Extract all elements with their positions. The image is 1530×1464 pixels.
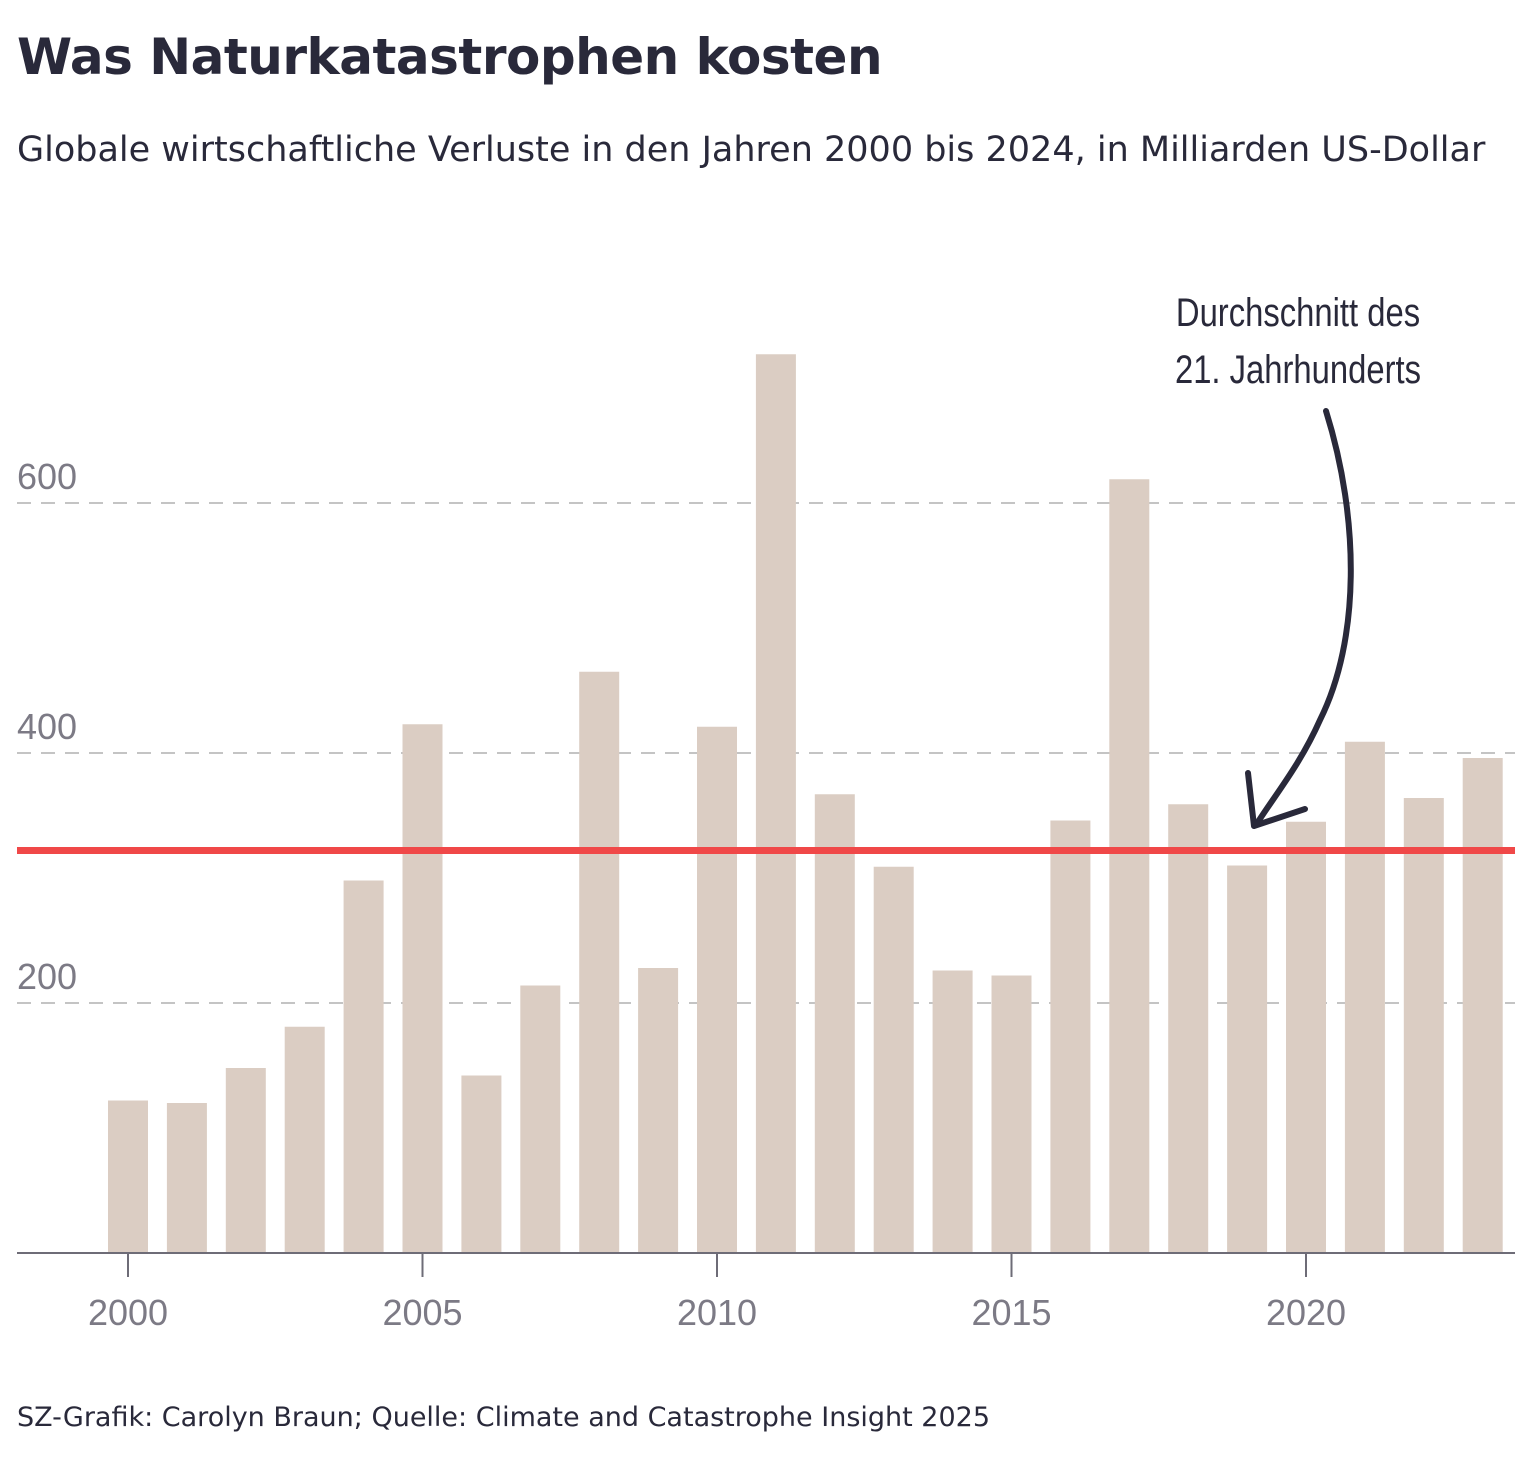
bar-2018 [1168, 804, 1209, 1253]
x-tick-label-2005: 2005 [382, 1292, 462, 1333]
y-tick-label-200: 200 [17, 956, 77, 997]
bar-2022 [1403, 798, 1444, 1253]
annotation-line-1: Durchschnitt des [1176, 290, 1420, 335]
x-tick-label-2010: 2010 [677, 1292, 757, 1333]
bar-2005 [402, 724, 443, 1253]
bar-2008 [579, 671, 620, 1253]
bar-2007 [520, 985, 561, 1253]
bar-2009 [638, 968, 679, 1253]
annotation-arrow [1253, 408, 1354, 828]
bar-2003 [284, 1026, 325, 1253]
bar-2020 [1286, 821, 1326, 1253]
annotation-arrowhead [1245, 770, 1308, 829]
bar-2014 [932, 970, 973, 1253]
x-tick-label-2015: 2015 [971, 1292, 1051, 1333]
bar-2019 [1227, 865, 1268, 1253]
bar-2006 [461, 1075, 502, 1253]
bar-2011 [755, 354, 796, 1253]
annotation-line-2: 21. Jahrhunderts [1175, 347, 1421, 392]
bar-2016 [1050, 820, 1091, 1253]
bar-2001 [166, 1103, 207, 1253]
bar-2013 [873, 866, 914, 1253]
bar-2021 [1344, 741, 1385, 1253]
bar-2004 [343, 880, 384, 1253]
bar-2023 [1462, 758, 1503, 1253]
y-tick-label-400: 400 [17, 706, 77, 747]
bar-2015 [991, 975, 1032, 1253]
bar-2000 [108, 1100, 148, 1253]
y-tick-label-600: 600 [17, 456, 77, 497]
chart-subtitle: Globale wirtschaftliche Verluste in den … [17, 130, 1486, 170]
chart-title: Was Naturkatastrophen kosten [17, 28, 883, 86]
x-tick-label-2020: 2020 [1266, 1292, 1346, 1333]
x-tick-label-2000: 2000 [88, 1292, 168, 1333]
bar-2010 [697, 726, 737, 1253]
source-note: SZ-Grafik: Carolyn Braun; Quelle: Climat… [17, 1402, 991, 1433]
bar-2017 [1109, 479, 1150, 1253]
bar-2002 [225, 1068, 266, 1253]
bar-2012 [814, 794, 855, 1253]
